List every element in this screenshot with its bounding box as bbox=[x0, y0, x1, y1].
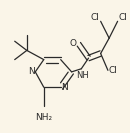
Text: O: O bbox=[70, 39, 77, 48]
Text: NH₂: NH₂ bbox=[35, 113, 52, 122]
Text: NH: NH bbox=[76, 71, 89, 80]
Text: Cl: Cl bbox=[109, 66, 118, 75]
Text: N: N bbox=[62, 83, 68, 92]
Text: Cl: Cl bbox=[91, 13, 100, 22]
Text: N: N bbox=[28, 67, 34, 76]
Text: Cl: Cl bbox=[119, 13, 128, 22]
